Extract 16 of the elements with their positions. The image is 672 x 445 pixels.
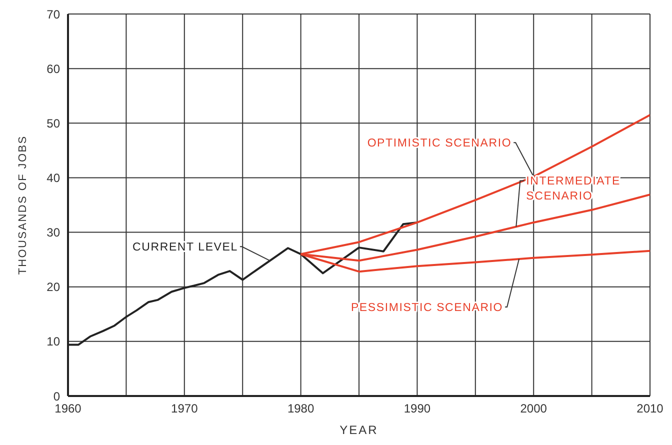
y-tick-label: 50 [46, 116, 60, 130]
y-tick-label: 0 [53, 389, 60, 404]
y-axis-title: THOUSANDS OF JOBS [16, 135, 29, 275]
x-axis-title: YEAR [340, 423, 378, 437]
y-tick-label: 40 [46, 170, 60, 185]
x-tick-label: 2010 [636, 402, 664, 416]
y-tick-label: 20 [46, 280, 60, 294]
x-tick-label: 1980 [287, 402, 314, 416]
x-tick-label: 1960 [54, 402, 82, 416]
x-tick-label: 2000 [520, 402, 548, 416]
y-tick-label: 60 [46, 62, 60, 76]
x-tick-label: 1970 [171, 402, 198, 416]
y-tick-label: 10 [46, 334, 60, 349]
y-tick-label: 30 [46, 226, 60, 240]
y-tick-label: 70 [46, 7, 60, 22]
x-tick-label: 1990 [404, 402, 431, 416]
